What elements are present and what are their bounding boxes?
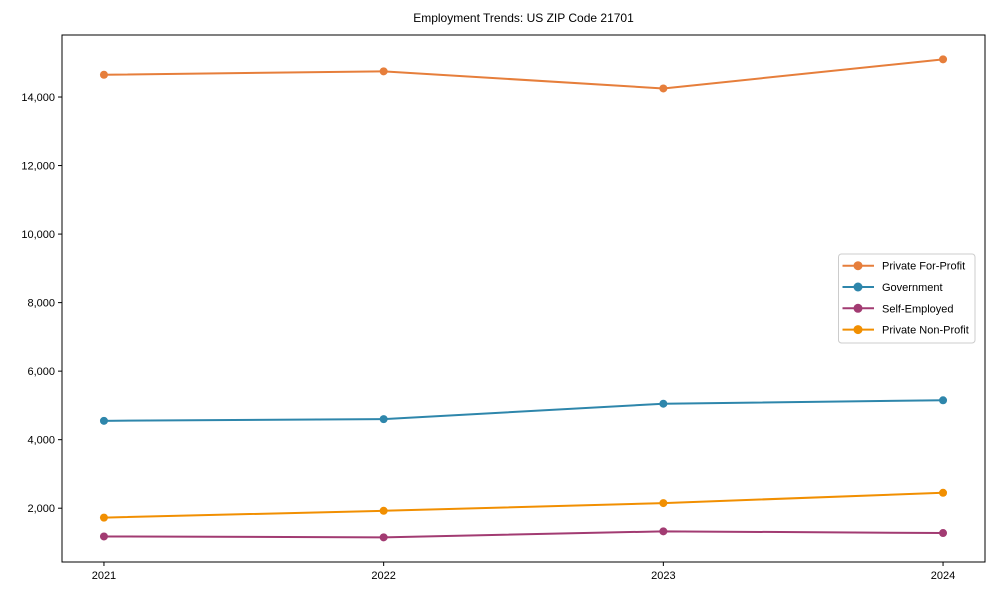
data-point-government [379,415,388,424]
legend-label: Self-Employed [882,303,954,315]
legend-label: Private For-Profit [882,261,965,273]
data-point-government [659,399,668,408]
legend-label: Government [882,282,943,294]
y-tick-label: 8,000 [27,297,55,309]
data-point-private-non-profit [939,488,948,497]
plot-frame [61,34,986,563]
legend-label: Private Non-Profit [882,325,969,337]
series-line-private-non-profit [102,491,945,519]
series-line-self-employed [102,530,945,539]
y-tick-label: 10,000 [21,229,55,241]
data-point-private-non-profit [99,513,108,522]
y-tick-label: 6,000 [27,366,55,378]
data-point-private-for-profit [99,70,108,79]
series-line-private-for-profit [102,58,945,90]
y-tick-label: 12,000 [21,160,55,172]
y-tick-label: 4,000 [27,434,55,446]
legend-marker-dot [853,282,863,292]
y-tick-label: 14,000 [21,92,55,104]
data-point-self-employed [939,529,948,538]
chart-title: Employment Trends: US ZIP Code 21701 [413,11,634,25]
legend-marker-dot [853,261,863,271]
data-point-private-for-profit [939,55,948,64]
series-line-government [102,399,945,422]
legend-marker-dot [853,325,863,335]
data-point-private-for-profit [379,67,388,76]
data-point-private-for-profit [659,84,668,93]
data-point-government [939,396,948,405]
data-point-government [99,416,108,425]
legend-box [838,253,976,344]
data-point-private-non-profit [379,506,388,515]
x-tick-label: 2022 [371,570,395,582]
x-tick-label: 2021 [92,570,116,582]
data-point-self-employed [99,532,108,541]
y-tick-label: 2,000 [27,503,55,515]
data-point-private-non-profit [659,499,668,508]
legend-marker-dot [853,303,863,313]
x-tick-label: 2024 [931,570,955,582]
data-point-self-employed [659,527,668,536]
x-tick-label: 2023 [651,570,675,582]
data-point-self-employed [379,533,388,542]
